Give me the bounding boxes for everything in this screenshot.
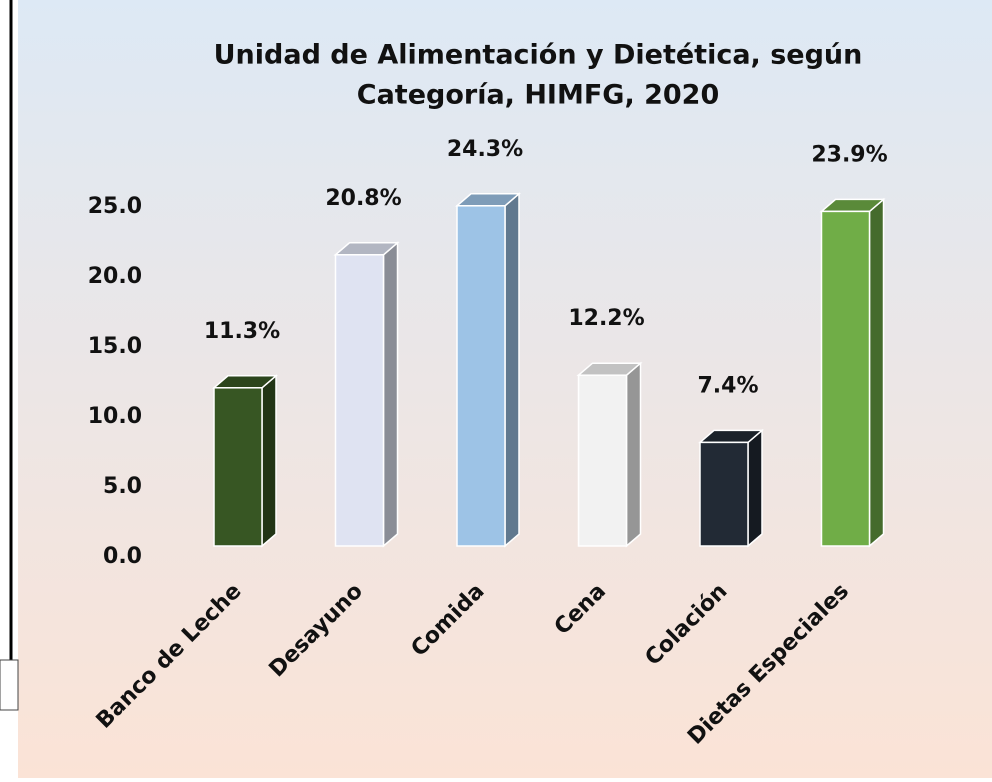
bar <box>333 241 400 548</box>
bar-side <box>747 428 763 548</box>
frame-box <box>0 659 19 711</box>
y-tick-label: 15.0 <box>88 334 142 359</box>
bar <box>454 192 522 548</box>
value-label: 7.4% <box>697 373 758 398</box>
bar <box>697 428 765 548</box>
y-tick-label: 20.0 <box>88 264 142 289</box>
bar-side <box>382 241 399 548</box>
value-label: 11.3% <box>204 319 280 344</box>
bar-front <box>213 387 263 547</box>
bar-front <box>699 441 749 547</box>
bar-front <box>334 254 385 547</box>
bar <box>211 374 279 548</box>
bar-side <box>504 192 520 548</box>
bar-front <box>820 210 871 547</box>
y-tick-label: 5.0 <box>103 474 142 499</box>
chart-title: Categoría, HIMFG, 2020 <box>357 80 720 111</box>
bar-side <box>625 361 642 548</box>
bar-front <box>577 374 628 547</box>
y-tick-label: 0.0 <box>103 544 142 569</box>
bar <box>576 361 643 548</box>
y-tick-label: 25.0 <box>88 194 142 219</box>
bar <box>819 197 886 548</box>
value-label: 23.9% <box>811 142 887 167</box>
value-label: 12.2% <box>568 306 644 331</box>
y-tick-label: 10.0 <box>88 404 142 429</box>
bar-side <box>868 197 885 548</box>
value-label: 24.3% <box>447 137 523 162</box>
chart-title: Unidad de Alimentación y Dietética, segú… <box>214 40 863 71</box>
value-label: 20.8% <box>325 186 401 211</box>
bar-front <box>456 205 506 547</box>
bar-side <box>261 374 277 548</box>
